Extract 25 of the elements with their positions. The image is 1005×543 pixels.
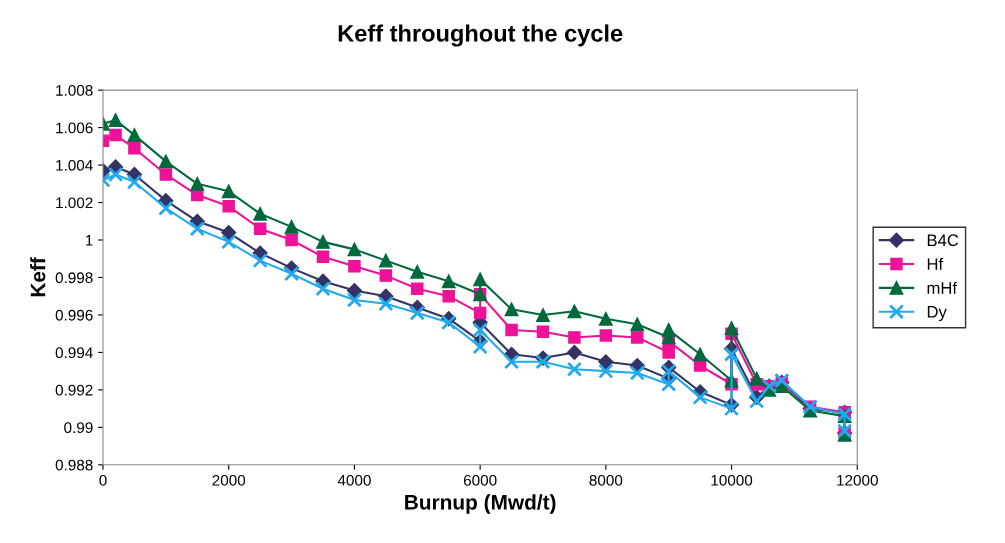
x-tick-label: 8000	[589, 474, 623, 486]
legend-label: Hf	[927, 257, 944, 270]
y-tick-label: 1.002	[56, 197, 93, 209]
y-tick-label: 1.008	[56, 85, 93, 96]
y-axis-title: Keff	[30, 257, 46, 297]
y-tick-label: 1.004	[56, 159, 93, 171]
y-tick-label: 0.998	[55, 272, 93, 284]
legend-label: Dy	[927, 306, 947, 322]
chart-title: Keff throughout the cycle	[338, 24, 623, 47]
y-tick-label: 0.992	[55, 384, 93, 396]
x-tick-label: 4000	[337, 474, 371, 486]
y-tick-label: 0.994	[55, 347, 93, 359]
x-tick-label: 6000	[463, 474, 497, 486]
legend-label: B4C	[927, 234, 959, 247]
legend-label: mHf	[927, 281, 958, 294]
x-axis-title: Burnup (Mwd/t)	[405, 494, 556, 514]
y-tick-label: 1	[85, 235, 93, 246]
y-tick-label: 1.006	[56, 122, 93, 134]
y-tick-label: 0.988	[55, 459, 93, 471]
x-tick-label: 10000	[711, 474, 753, 486]
x-tick-label: 12000	[837, 474, 878, 486]
y-tick-label: 0.99	[64, 422, 93, 434]
x-tick-label: 2000	[212, 474, 246, 486]
y-tick-label: 0.996	[55, 309, 93, 321]
x-tick-label: 0	[99, 474, 107, 486]
